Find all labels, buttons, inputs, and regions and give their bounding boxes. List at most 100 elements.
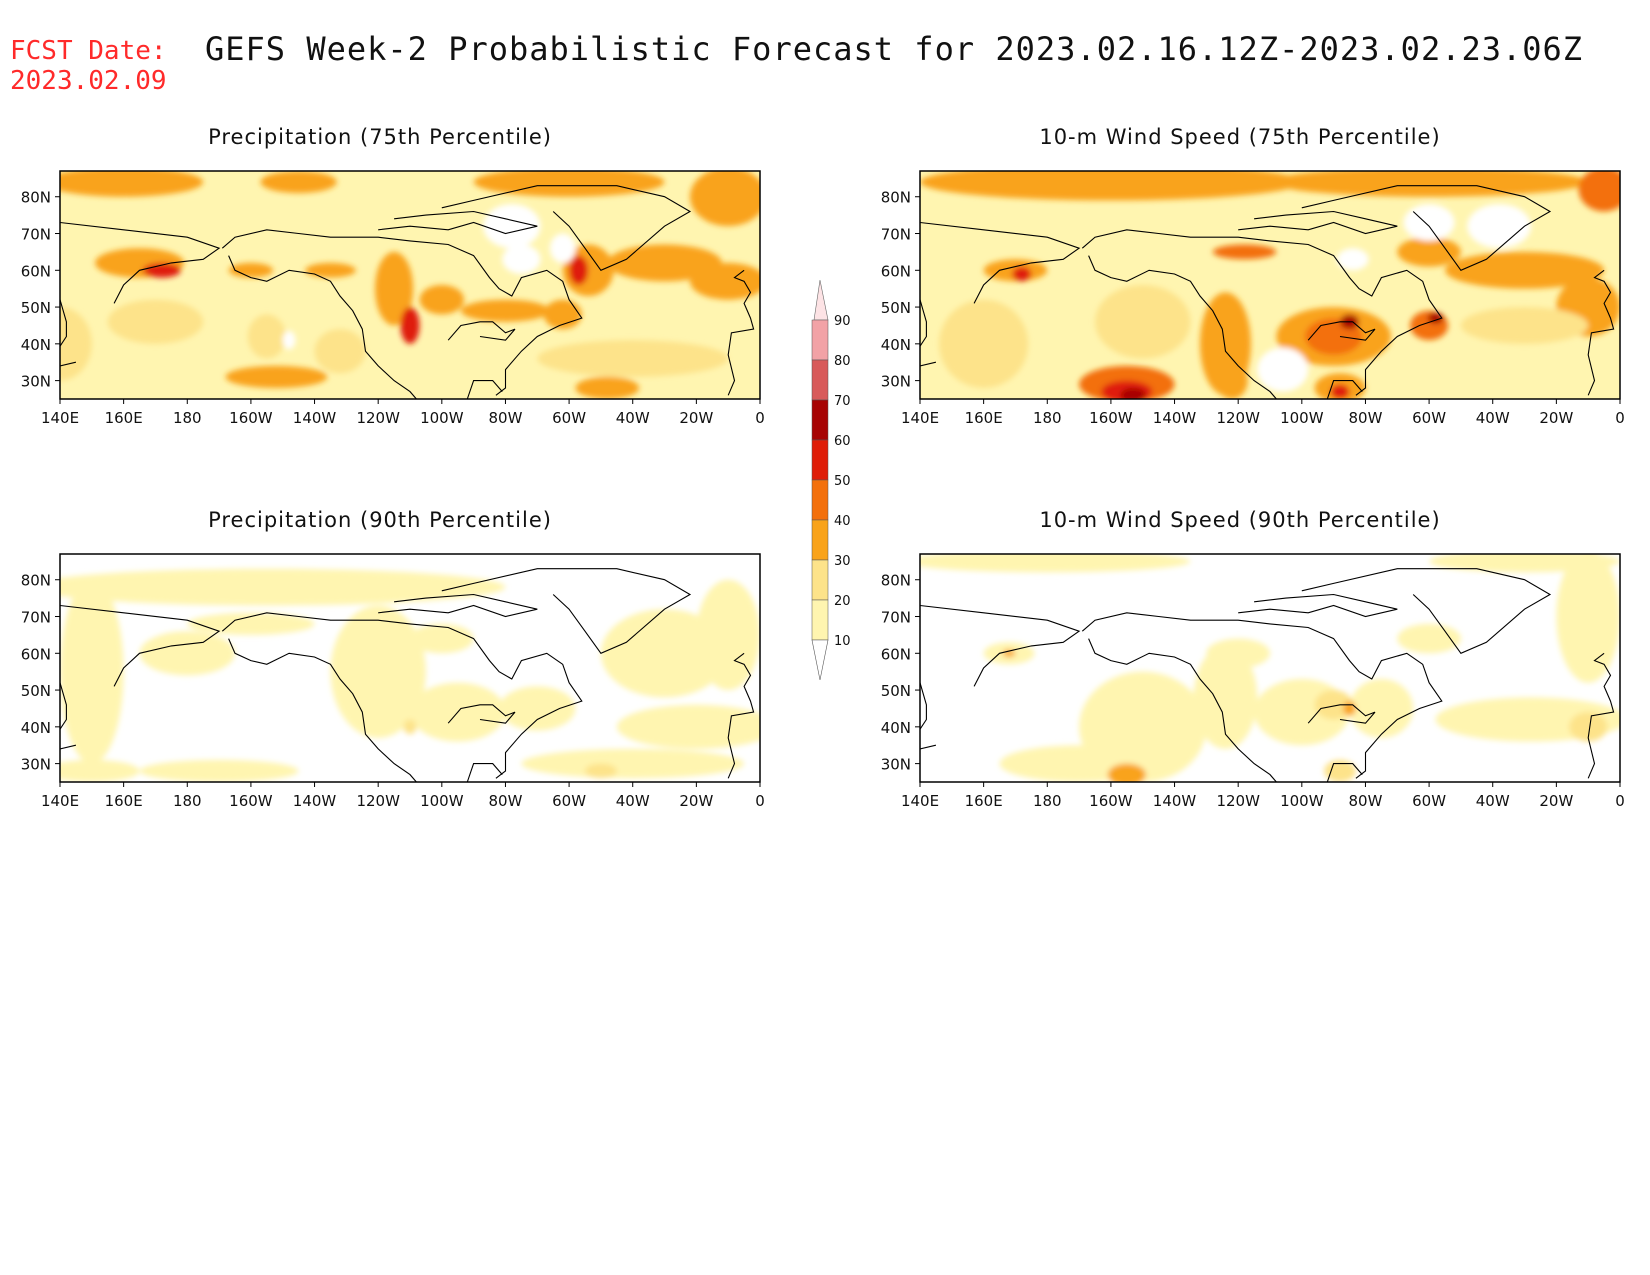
lon-tick-label: 0 bbox=[755, 409, 765, 427]
precip-90-title: Precipitation (90th Percentile) bbox=[208, 508, 552, 532]
lat-tick-label: 60N bbox=[21, 645, 51, 663]
probability-patch bbox=[607, 244, 722, 282]
map-frame bbox=[59, 170, 761, 400]
probability-patch bbox=[260, 171, 337, 194]
colorbar-swatch bbox=[811, 479, 829, 521]
coastline bbox=[441, 568, 692, 654]
lat-tick-label: 60N bbox=[881, 262, 911, 280]
lon-tick-label: 180 bbox=[173, 409, 202, 427]
lon-tick-label: 160W bbox=[229, 409, 273, 427]
lon-tick-label: 60W bbox=[552, 792, 586, 810]
colorbar-label: 60 bbox=[834, 434, 851, 449]
lon-tick-label: 120W bbox=[356, 409, 400, 427]
forecast-date-value: 2023.02.09 bbox=[10, 66, 167, 96]
lon-tick-label: 80W bbox=[488, 409, 522, 427]
lon-tick-label: 180 bbox=[1033, 792, 1062, 810]
wind-75-title: 10-m Wind Speed (75th Percentile) bbox=[1039, 125, 1441, 149]
wind-90-map: 140E 160E 180 160W 140W 120W 100W 80W 60W 40W 20W 0… bbox=[881, 553, 1625, 810]
lat-tick-label: 50N bbox=[881, 682, 911, 700]
coastline bbox=[221, 229, 583, 396]
probability-patch bbox=[1397, 623, 1461, 654]
coastline bbox=[60, 221, 221, 304]
probability-patch bbox=[1270, 171, 1589, 197]
probability-patch bbox=[247, 314, 286, 359]
coastline bbox=[1088, 638, 1277, 782]
probability-patch bbox=[575, 376, 640, 399]
probability-patch bbox=[460, 299, 550, 322]
probability-patch bbox=[920, 554, 1191, 573]
lat-tick-label: 50N bbox=[881, 299, 911, 317]
coastlines bbox=[60, 185, 755, 399]
lon-tick-label: 100W bbox=[1280, 409, 1324, 427]
coastline bbox=[1238, 593, 1398, 618]
probability-patch bbox=[939, 299, 1029, 388]
probability-patch bbox=[139, 759, 299, 782]
probability-patch bbox=[1215, 362, 1248, 399]
coastline bbox=[920, 221, 1081, 304]
probability-patch bbox=[521, 748, 745, 779]
probability-patch bbox=[1397, 237, 1461, 267]
coastline bbox=[920, 682, 937, 750]
lon-tick-label: 140W bbox=[293, 409, 337, 427]
lon-tick-label: 80W bbox=[488, 792, 522, 810]
coastline bbox=[920, 299, 937, 367]
coastline bbox=[920, 604, 1081, 687]
coastline bbox=[1587, 269, 1615, 396]
colorbar-label: 30 bbox=[834, 554, 851, 569]
probability-patch bbox=[537, 340, 729, 377]
lon-tick-label: 20W bbox=[1539, 409, 1573, 427]
probability-patch bbox=[228, 262, 274, 278]
lon-tick-label: 140E bbox=[41, 409, 79, 427]
probability-patch bbox=[139, 631, 235, 676]
map-frame bbox=[59, 553, 761, 783]
colorbar-label: 50 bbox=[834, 474, 851, 489]
lat-tick-label: 40N bbox=[881, 336, 911, 354]
probability-patch bbox=[1314, 690, 1353, 720]
probability-patch bbox=[696, 579, 760, 691]
coastline bbox=[60, 604, 221, 687]
forecast-date-block: FCST Date: 2023.02.09 bbox=[10, 36, 167, 96]
lat-tick-label: 40N bbox=[21, 336, 51, 354]
lat-tick-label: 40N bbox=[21, 719, 51, 737]
lat-tick-label: 80N bbox=[881, 189, 911, 207]
lon-tick-label: 20W bbox=[679, 409, 713, 427]
lon-tick-label: 80W bbox=[1348, 792, 1382, 810]
lon-tick-label: 60W bbox=[1412, 409, 1446, 427]
lon-tick-label: 160E bbox=[965, 792, 1003, 810]
lon-tick-label: 140W bbox=[1153, 792, 1197, 810]
lat-tick-label: 80N bbox=[21, 189, 51, 207]
lon-tick-label: 80W bbox=[1348, 409, 1382, 427]
probability-patch bbox=[1206, 638, 1270, 668]
probability-patch bbox=[60, 759, 140, 782]
probability-patch bbox=[107, 299, 204, 344]
probability-patch bbox=[1324, 759, 1356, 782]
probability-patch bbox=[1349, 679, 1414, 738]
coastline bbox=[447, 704, 516, 724]
lon-tick-label: 40W bbox=[616, 792, 650, 810]
coastline bbox=[727, 269, 755, 396]
coastline bbox=[1307, 704, 1376, 724]
probability-patch bbox=[400, 307, 420, 344]
coastline bbox=[466, 380, 503, 399]
lon-tick-label: 160E bbox=[105, 792, 143, 810]
lon-tick-label: 100W bbox=[1280, 792, 1324, 810]
lon-tick-label: 20W bbox=[1539, 792, 1573, 810]
probability-patch bbox=[1343, 701, 1356, 716]
precip-75-title: Precipitation (75th Percentile) bbox=[208, 125, 552, 149]
coastlines bbox=[920, 185, 1615, 399]
lat-tick-label: 70N bbox=[881, 609, 911, 627]
lat-tick-label: 70N bbox=[21, 609, 51, 627]
coastline bbox=[441, 185, 692, 271]
wind-90-title: 10-m Wind Speed (90th Percentile) bbox=[1039, 508, 1441, 532]
wind-75-map: 140E 160E 180 160W 140W 120W 100W 80W 60W 40W 20W 0… bbox=[881, 170, 1625, 427]
probability-patch bbox=[483, 204, 541, 249]
coastline bbox=[1326, 763, 1363, 782]
coastline bbox=[60, 299, 77, 367]
probability-patch bbox=[225, 365, 328, 388]
lon-tick-label: 100W bbox=[420, 792, 464, 810]
probability-patch bbox=[60, 568, 506, 606]
probability-patch bbox=[473, 171, 665, 197]
probability-patch bbox=[1120, 387, 1146, 399]
probability-patch bbox=[403, 719, 417, 735]
probability-patch bbox=[502, 244, 541, 274]
